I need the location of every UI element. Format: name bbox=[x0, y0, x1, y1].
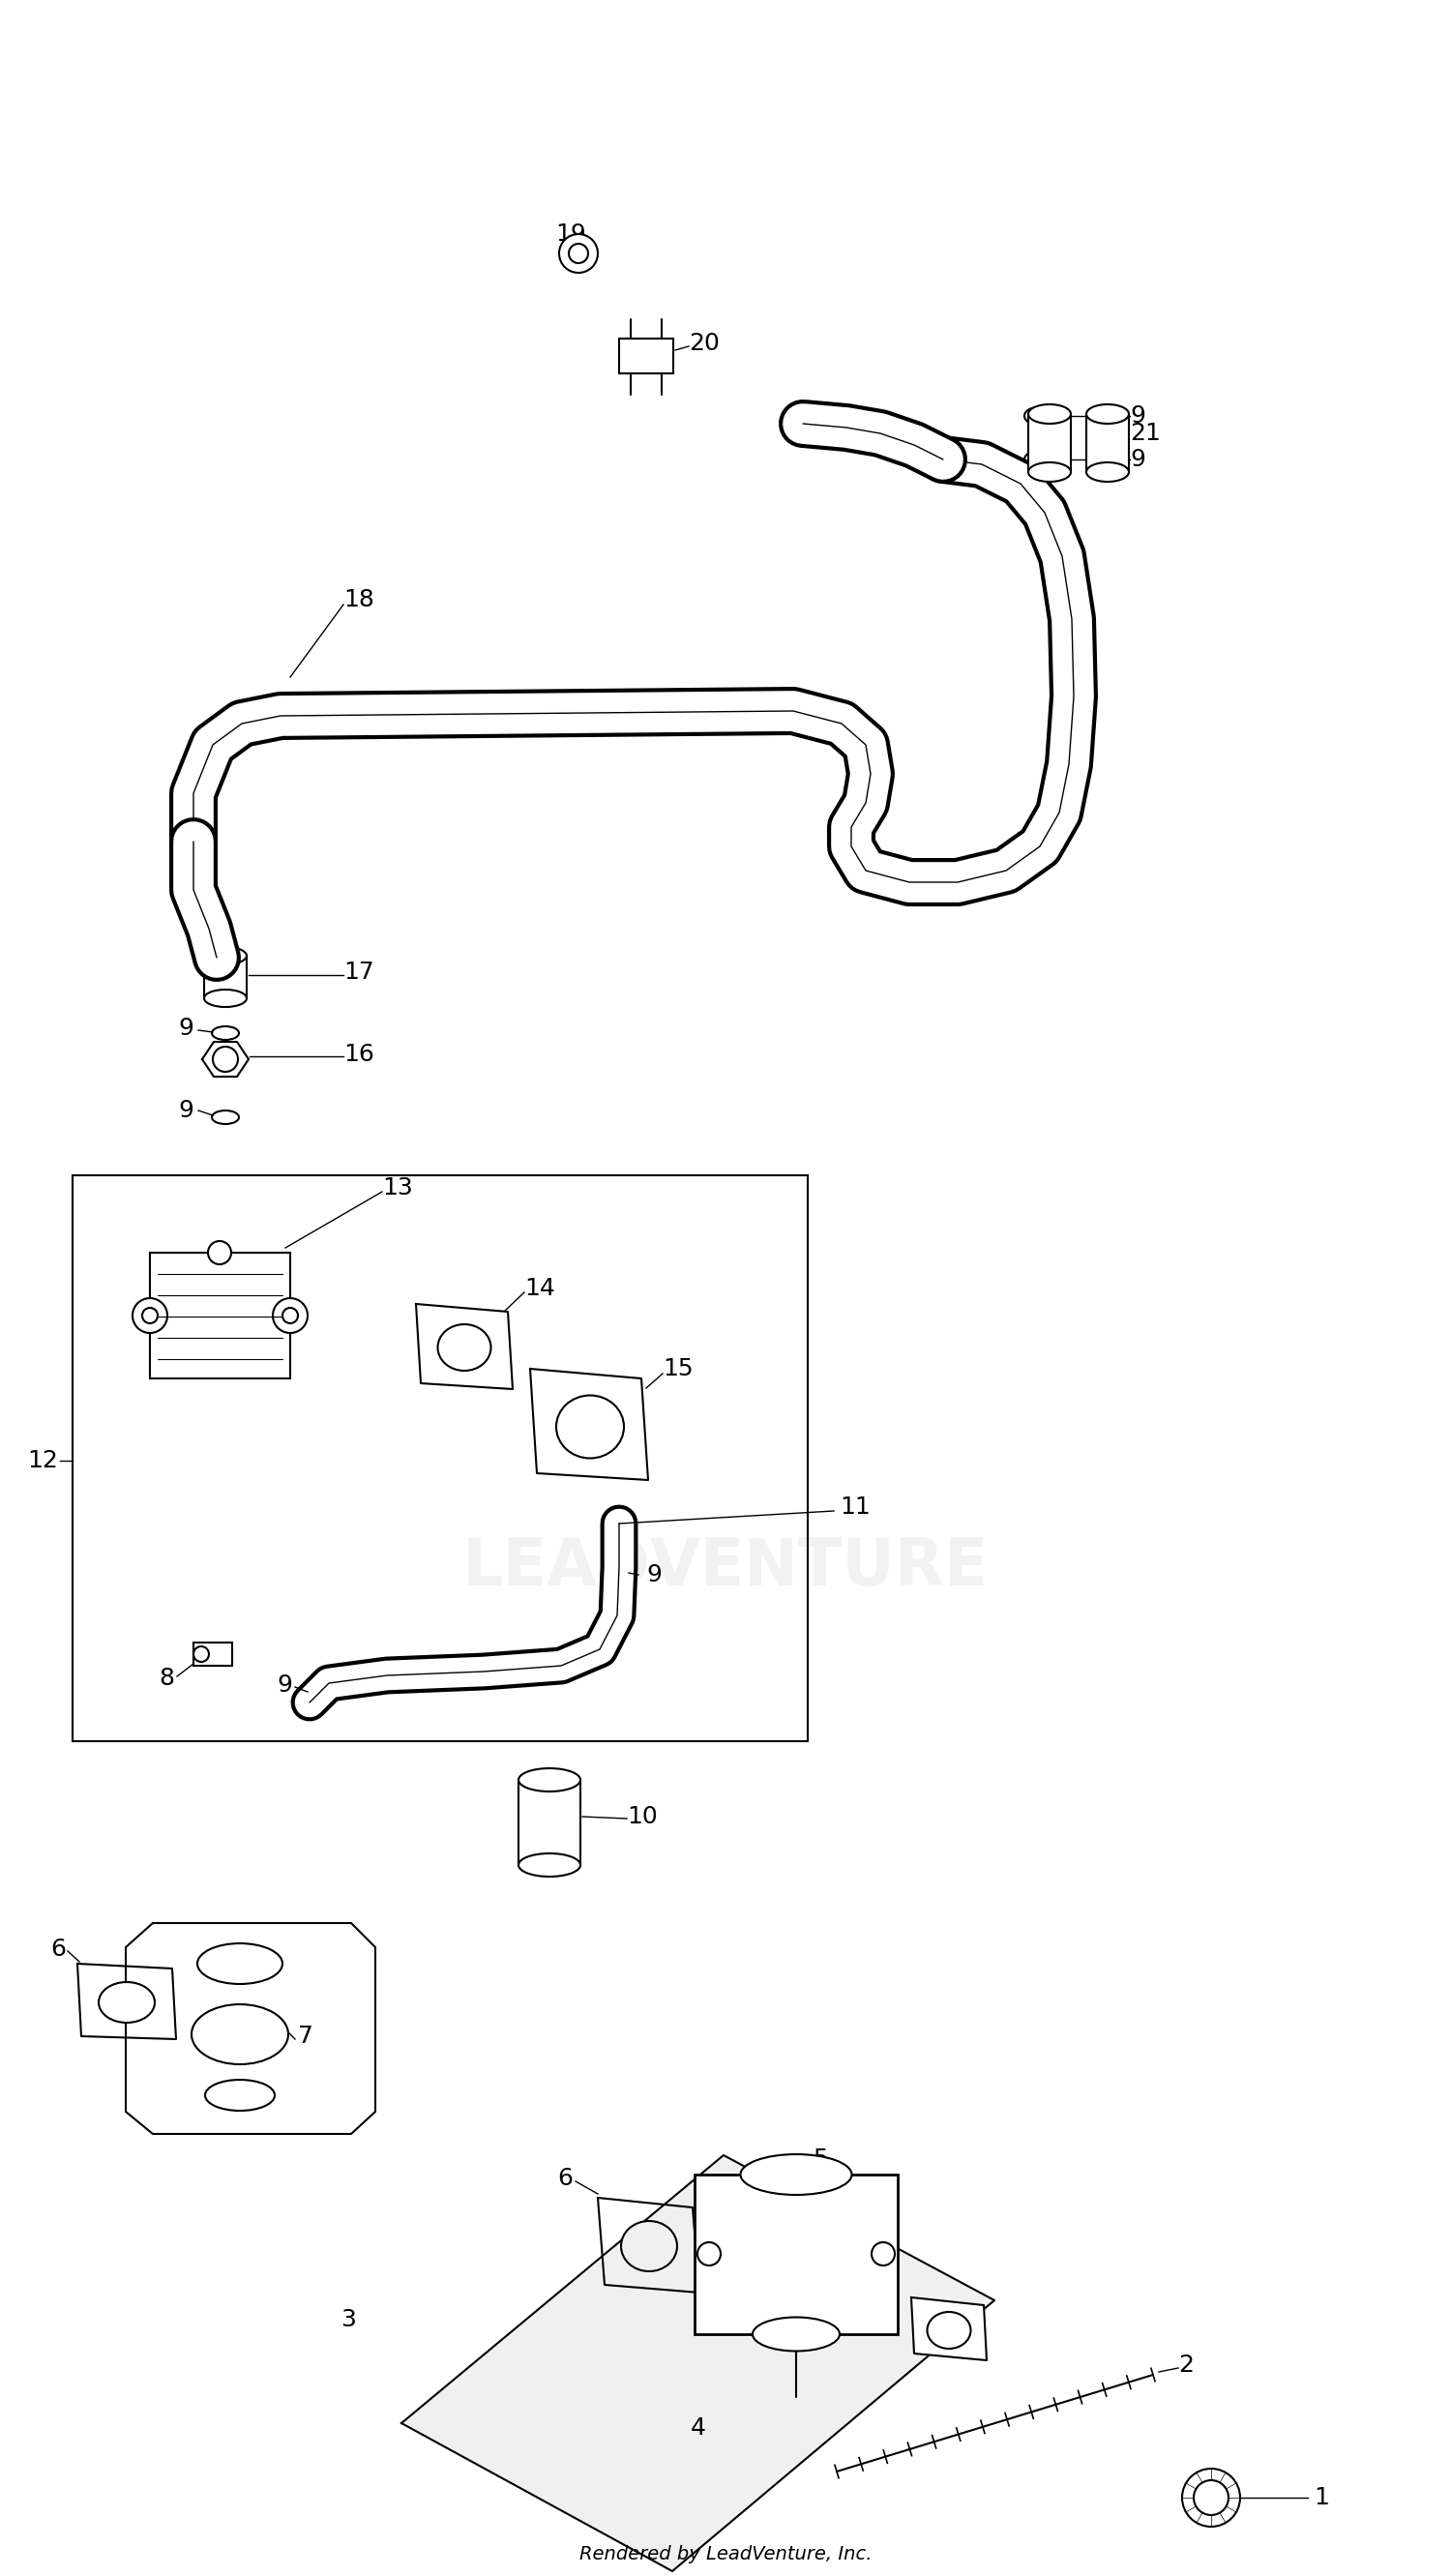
Polygon shape bbox=[77, 1963, 176, 2040]
Text: 20: 20 bbox=[689, 332, 720, 355]
Bar bbox=[149, 1252, 290, 1378]
Text: 4: 4 bbox=[691, 2416, 707, 2439]
Text: 16: 16 bbox=[344, 1043, 374, 1066]
Text: 2: 2 bbox=[1178, 2354, 1194, 2378]
Text: 9: 9 bbox=[646, 1564, 662, 1587]
Ellipse shape bbox=[205, 2079, 274, 2110]
Ellipse shape bbox=[608, 1556, 625, 1582]
Circle shape bbox=[213, 1046, 238, 1072]
Ellipse shape bbox=[306, 1687, 332, 1703]
Text: LEADVENTURE: LEADVENTURE bbox=[463, 1535, 988, 1600]
Text: 3: 3 bbox=[341, 2308, 355, 2331]
Ellipse shape bbox=[212, 1025, 239, 1041]
Bar bbox=[205, 956, 247, 999]
Ellipse shape bbox=[1087, 404, 1129, 422]
Ellipse shape bbox=[1024, 451, 1052, 469]
Circle shape bbox=[1183, 2468, 1241, 2527]
Ellipse shape bbox=[518, 1852, 580, 1878]
Ellipse shape bbox=[518, 1767, 580, 1790]
Ellipse shape bbox=[621, 2221, 678, 2272]
Text: Rendered by LeadVenture, Inc.: Rendered by LeadVenture, Inc. bbox=[579, 2545, 872, 2563]
Bar bbox=[73, 1175, 808, 1741]
Ellipse shape bbox=[1024, 407, 1052, 425]
Bar bbox=[695, 2174, 898, 2334]
Ellipse shape bbox=[438, 1324, 490, 1370]
Bar bbox=[1029, 415, 1071, 471]
Text: 13: 13 bbox=[382, 1177, 412, 1200]
Text: 19: 19 bbox=[556, 222, 586, 245]
Text: 14: 14 bbox=[524, 1278, 556, 1301]
Circle shape bbox=[698, 2241, 721, 2264]
Text: 7: 7 bbox=[297, 2025, 313, 2048]
Bar bbox=[518, 1780, 580, 1865]
Ellipse shape bbox=[197, 1942, 283, 1984]
Text: 17: 17 bbox=[344, 961, 374, 984]
Circle shape bbox=[559, 234, 598, 273]
Ellipse shape bbox=[1029, 404, 1071, 422]
Ellipse shape bbox=[99, 1981, 155, 2022]
Circle shape bbox=[132, 1298, 167, 1332]
Bar bbox=[1087, 415, 1129, 471]
Text: 11: 11 bbox=[840, 1497, 871, 1520]
Ellipse shape bbox=[1029, 461, 1071, 482]
Text: 9: 9 bbox=[277, 1674, 292, 1698]
Circle shape bbox=[872, 2241, 895, 2264]
Text: 9: 9 bbox=[178, 1100, 193, 1123]
Ellipse shape bbox=[212, 1110, 239, 1123]
Ellipse shape bbox=[205, 989, 247, 1007]
Text: 6: 6 bbox=[557, 2166, 573, 2190]
Ellipse shape bbox=[927, 2311, 971, 2349]
Polygon shape bbox=[402, 2156, 994, 2571]
Polygon shape bbox=[911, 2298, 987, 2360]
Circle shape bbox=[1194, 2481, 1229, 2514]
Text: 15: 15 bbox=[663, 1358, 694, 1381]
Text: 18: 18 bbox=[344, 587, 374, 611]
Ellipse shape bbox=[205, 948, 247, 963]
Text: 21: 21 bbox=[1130, 422, 1161, 446]
Ellipse shape bbox=[556, 1396, 624, 1458]
Text: 9: 9 bbox=[178, 1018, 193, 1041]
Bar bbox=[620, 337, 673, 374]
Ellipse shape bbox=[740, 2154, 852, 2195]
Circle shape bbox=[207, 1242, 231, 1265]
Text: 8: 8 bbox=[158, 1667, 174, 1690]
Circle shape bbox=[193, 1646, 209, 1662]
Text: 6: 6 bbox=[51, 1937, 65, 1960]
Circle shape bbox=[273, 1298, 308, 1332]
Text: 1: 1 bbox=[1313, 2486, 1329, 2509]
Ellipse shape bbox=[1087, 461, 1129, 482]
Polygon shape bbox=[126, 1924, 376, 2133]
Text: 12: 12 bbox=[28, 1450, 58, 1473]
Text: 9: 9 bbox=[1130, 404, 1145, 428]
Bar bbox=[193, 1643, 232, 1667]
Ellipse shape bbox=[753, 2318, 840, 2352]
Text: 5: 5 bbox=[813, 2148, 827, 2172]
Text: 10: 10 bbox=[627, 1806, 657, 1829]
Ellipse shape bbox=[192, 2004, 289, 2063]
Text: 9: 9 bbox=[1130, 448, 1145, 471]
